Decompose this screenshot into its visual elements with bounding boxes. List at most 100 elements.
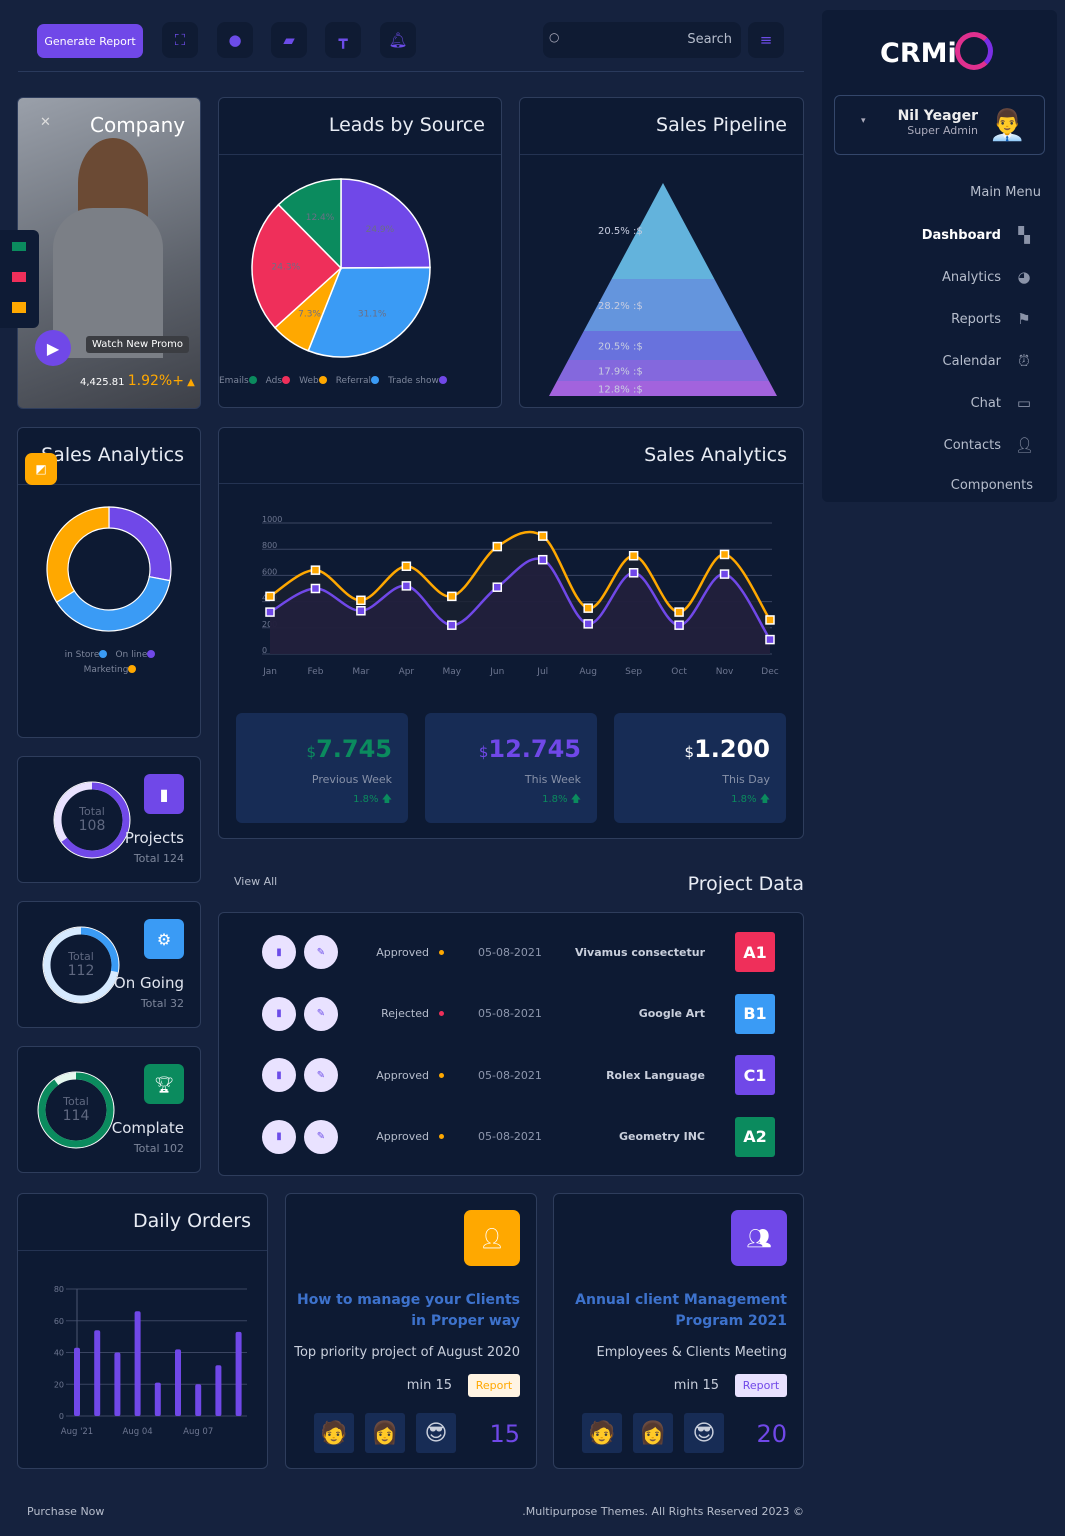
sidebar-item-analytics[interactable]: Analytics ◕: [942, 268, 1033, 286]
bar[interactable]: [134, 1311, 141, 1416]
ring-value: 108: [78, 818, 106, 834]
menu-icon[interactable]: ≡: [748, 22, 784, 58]
edit-button[interactable]: ✎: [304, 935, 338, 969]
delete-button[interactable]: ▮: [262, 1058, 296, 1092]
data-point[interactable]: [765, 634, 775, 645]
chat-icon[interactable]: ●: [217, 22, 253, 58]
summary-title: On Going: [113, 974, 184, 992]
bar[interactable]: [175, 1349, 181, 1416]
watch-promo-label[interactable]: Watch New Promo: [86, 336, 190, 353]
legend-item[interactable]: Marketing: [84, 665, 137, 675]
pipeline-band[interactable]: [568, 331, 758, 360]
arrow-up-icon: 🡅: [570, 794, 581, 805]
sidebar-item-dashboard[interactable]: Dashboard ▚: [922, 226, 1033, 244]
logo: CRMi: [880, 32, 993, 70]
data-point[interactable]: [310, 565, 321, 575]
bar[interactable]: [114, 1352, 121, 1417]
legend-item[interactable]: Referral: [336, 376, 380, 386]
event-title[interactable]: How to manage your Clients in Proper way: [296, 1292, 520, 1329]
pipeline-band[interactable]: [549, 381, 777, 396]
data-point[interactable]: [401, 581, 412, 591]
data-point[interactable]: [492, 541, 503, 552]
chat-icon[interactable]: [12, 302, 26, 313]
pie-slice-emails[interactable]: [277, 178, 342, 270]
event-title[interactable]: Annual client Management Program 2021: [575, 1292, 787, 1329]
progress-ring: [37, 1071, 115, 1149]
generate-report-button[interactable]: Generate Report: [37, 24, 143, 58]
sidebar-item-reports[interactable]: Reports ⚑: [951, 310, 1033, 328]
bar[interactable]: [94, 1330, 101, 1416]
play-button[interactable]: ▶: [35, 330, 71, 366]
pipeline-band[interactable]: [557, 360, 769, 381]
expand-icon[interactable]: ◩: [25, 453, 57, 485]
delete-button[interactable]: ▮: [262, 996, 296, 1031]
report-button[interactable]: Report: [735, 1374, 787, 1397]
donut-segment-on-line[interactable]: [108, 506, 172, 582]
report-button[interactable]: Report: [468, 1374, 520, 1397]
legend-item[interactable]: in Store: [65, 650, 108, 660]
data-point[interactable]: [628, 551, 639, 561]
data-point[interactable]: [537, 531, 548, 541]
bar[interactable]: [195, 1384, 202, 1416]
sidebar-item-components[interactable]: Components: [951, 478, 1033, 493]
data-point[interactable]: [719, 549, 730, 560]
bar[interactable]: [235, 1331, 242, 1416]
view-all-link[interactable]: View All: [234, 875, 278, 888]
data-point[interactable]: [628, 568, 639, 578]
data-point[interactable]: [765, 615, 775, 625]
purchase-now-link[interactable]: Purchase Now: [27, 1505, 105, 1518]
edit-button[interactable]: ✎: [304, 996, 338, 1031]
user-profile[interactable]: ▾ Nil Yeager Super Admin 👨‍💼: [834, 95, 1045, 155]
file-icon[interactable]: ▰: [271, 22, 307, 58]
legend-item[interactable]: Trade show: [388, 376, 447, 386]
legend-item[interactable]: On line: [115, 650, 156, 660]
data-point[interactable]: [265, 607, 275, 617]
summary-card-on-going: Total 112 ⚙ On Going Total 32: [17, 901, 201, 1028]
data-point[interactable]: [447, 620, 457, 630]
pie-slice-trade-show[interactable]: [340, 178, 431, 269]
pie-slice-ads[interactable]: [251, 203, 343, 329]
data-point[interactable]: [719, 569, 730, 579]
sidebar-item-contacts[interactable]: Contacts 👤︎: [944, 436, 1034, 454]
data-point[interactable]: [583, 603, 593, 613]
delete-button[interactable]: ▮: [262, 1119, 296, 1154]
close-icon[interactable]: ✕: [40, 115, 51, 130]
legend-item[interactable]: Ads: [266, 376, 291, 386]
data-point[interactable]: [583, 619, 593, 629]
legend-item[interactable]: Web: [299, 376, 327, 386]
bell-icon[interactable]: 🔔︎: [380, 22, 416, 58]
data-point[interactable]: [310, 583, 321, 594]
bar[interactable]: [74, 1347, 80, 1416]
pie-slice-referral[interactable]: [307, 266, 431, 358]
donut-segment-marketing[interactable]: [46, 506, 110, 604]
image-icon[interactable]: [12, 272, 26, 282]
bar[interactable]: [154, 1382, 161, 1416]
sidebar-item-calendar[interactable]: Calendar ⏰︎: [943, 352, 1033, 370]
data-point[interactable]: [492, 582, 503, 592]
data-point[interactable]: [265, 591, 275, 602]
delete-button[interactable]: ▮: [262, 935, 296, 969]
edit-button[interactable]: ✎: [304, 1058, 338, 1092]
data-point[interactable]: [674, 620, 684, 630]
money-icon[interactable]: [12, 242, 26, 251]
donut-segment-in-store[interactable]: [55, 575, 171, 632]
data-point[interactable]: [674, 607, 684, 617]
chevron-down-icon[interactable]: ▾: [861, 116, 866, 126]
pipeline-band[interactable]: [611, 183, 715, 279]
sidebar-item-chat[interactable]: Chat ▭: [971, 394, 1033, 412]
search-input[interactable]: ○ Search: [543, 22, 741, 58]
data-point[interactable]: [537, 554, 548, 565]
data-point[interactable]: [447, 591, 457, 602]
gears-icon: ⚙: [144, 919, 184, 959]
layout-icon[interactable]: ┳: [325, 22, 361, 58]
fullscreen-icon[interactable]: ⛶: [162, 22, 198, 58]
data-point[interactable]: [401, 561, 412, 571]
data-point[interactable]: [356, 606, 366, 616]
edit-button[interactable]: ✎: [304, 1119, 338, 1154]
bar[interactable]: [215, 1365, 222, 1416]
data-point[interactable]: [356, 595, 366, 606]
pipeline-band[interactable]: [583, 279, 743, 331]
sales-line-title: Sales Analytics: [644, 444, 787, 466]
legend-item[interactable]: Emails: [219, 376, 257, 386]
event-count: 15: [489, 1420, 520, 1448]
